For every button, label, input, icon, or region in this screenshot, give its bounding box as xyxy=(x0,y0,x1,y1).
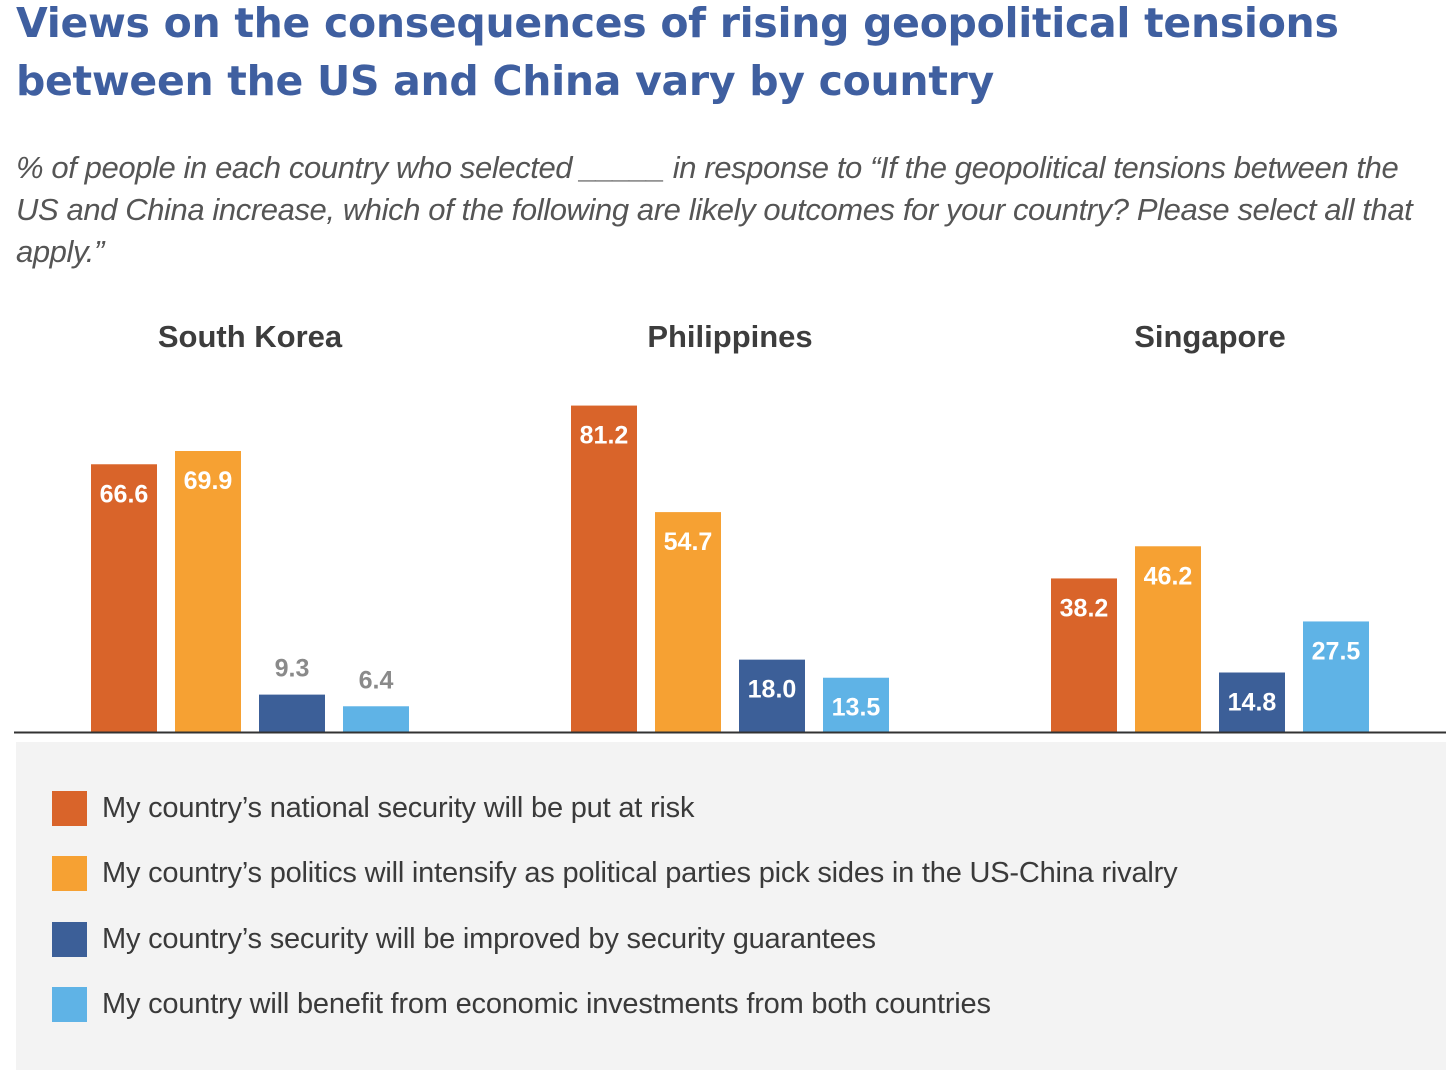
legend: My country’s national security will be p… xyxy=(16,742,1446,1070)
data-label-philippines-series-1: 81.2 xyxy=(580,422,629,450)
bar-singapore-series-1 xyxy=(1051,578,1117,732)
bar-philippines-series-4 xyxy=(823,677,889,732)
legend-swatch-security-guarantees xyxy=(52,921,87,957)
bar-singapore-series-3 xyxy=(1219,672,1285,732)
legend-item-security-guarantees: My country’s security will be improved b… xyxy=(52,921,876,957)
legend-label-security-guarantees: My country’s security will be improved b… xyxy=(102,922,876,955)
chart-title: Views on the consequences of rising geop… xyxy=(16,0,1339,105)
legend-item-politics: My country’s politics will intensify as … xyxy=(52,855,1178,891)
data-label-south-korea-series-4: 6.4 xyxy=(359,666,394,694)
bar-south-korea-series-3 xyxy=(259,694,325,732)
legend-item-economic-investments: My country will benefit from economic in… xyxy=(52,986,991,1022)
data-label-philippines-series-2: 54.7 xyxy=(664,528,713,556)
data-label-south-korea-series-2: 69.9 xyxy=(184,467,233,495)
data-label-south-korea-series-3: 9.3 xyxy=(275,655,310,683)
bar-south-korea-series-4 xyxy=(343,706,409,732)
data-label-south-korea-series-1: 66.6 xyxy=(100,480,149,508)
bar-south-korea-series-1 xyxy=(91,464,157,732)
data-label-philippines-series-4: 13.5 xyxy=(832,694,881,722)
legend-label-politics: My country’s politics will intensify as … xyxy=(102,856,1178,889)
group-label-south-korea: South Korea xyxy=(158,319,343,354)
bar-singapore-series-4 xyxy=(1303,621,1369,732)
legend-label-economic-investments: My country will benefit from economic in… xyxy=(102,987,991,1020)
bar-south-korea-series-2 xyxy=(175,451,241,732)
legend-item-national-security: My country’s national security will be p… xyxy=(52,790,694,826)
bar-philippines-series-1 xyxy=(571,405,637,732)
group-label-philippines: Philippines xyxy=(647,319,812,354)
group-label-singapore: Singapore xyxy=(1134,319,1286,354)
bar-singapore-series-2 xyxy=(1135,546,1201,732)
data-label-singapore-series-1: 38.2 xyxy=(1060,594,1109,622)
bar-chart: South Korea 66.6 69.9 9.3 6.4 Philippines 81.2… xyxy=(14,319,1446,734)
data-label-singapore-series-2: 46.2 xyxy=(1144,562,1193,590)
bar-philippines-series-3 xyxy=(739,659,805,732)
legend-swatch-national-security xyxy=(52,790,87,826)
legend-swatch-economic-investments xyxy=(52,986,87,1022)
legend-swatch-politics xyxy=(52,855,87,891)
data-label-singapore-series-4: 27.5 xyxy=(1312,637,1361,665)
chart-subtitle: % of people in each country who selected… xyxy=(16,150,1413,269)
legend-label-national-security: My country’s national security will be p… xyxy=(102,791,695,824)
data-label-singapore-series-3: 14.8 xyxy=(1228,689,1277,717)
data-label-philippines-series-3: 18.0 xyxy=(748,676,797,704)
bar-philippines-series-2 xyxy=(655,512,721,732)
